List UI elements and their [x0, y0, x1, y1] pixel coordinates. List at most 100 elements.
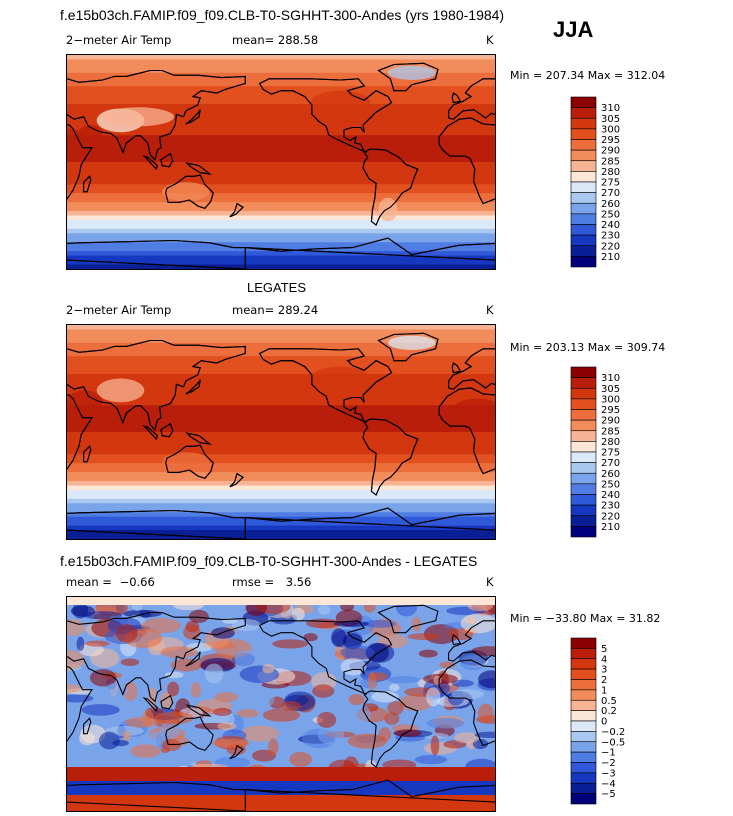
colorbar-swatch: [570, 451, 597, 463]
colorbar-tick-label: 0.5: [601, 696, 617, 707]
coastline: [245, 779, 495, 803]
panel2-minmax: Min = 203.13 Max = 309.74: [510, 341, 665, 354]
colorbar-swatch: [570, 192, 597, 204]
coastline: [160, 152, 174, 168]
colorbar-swatch: [570, 377, 597, 389]
panel2-map: [66, 324, 496, 540]
colorbar-swatch: [570, 430, 597, 442]
coastline: [229, 744, 244, 760]
diff-patch: [331, 628, 347, 648]
field-band: [67, 121, 495, 127]
field-band: [67, 63, 495, 69]
diff-patch: [472, 738, 489, 750]
diff-patch: [98, 731, 120, 750]
field-band: [67, 206, 495, 212]
colorbar-tick-label: 280: [601, 437, 620, 448]
coastline: [142, 696, 159, 713]
field-band: [67, 86, 495, 92]
colorbar-tick-label: 220: [601, 511, 620, 522]
field-band: [67, 202, 495, 208]
diff-band: [67, 597, 495, 605]
colorbar-swatch: [570, 202, 597, 215]
field-band: [67, 184, 495, 190]
diff-patch: [212, 707, 232, 717]
diff-patch: [236, 709, 259, 718]
field-band: [67, 325, 495, 331]
colorbar-swatch: [570, 181, 597, 193]
coastline: [438, 387, 495, 475]
field-band: [67, 356, 495, 362]
colorbar-tick-label: 4: [601, 654, 607, 665]
diff-patch: [115, 624, 138, 643]
field-band: [67, 489, 495, 496]
colorbar-swatch: [570, 648, 597, 660]
colorbar-swatch: [570, 494, 597, 506]
colorbar-swatch: [570, 793, 597, 805]
field-band: [67, 95, 495, 101]
figure-title: f.e15b03ch.FAMIP.f09_f09.CLB-T0-SGHHT-30…: [60, 7, 505, 23]
field-band: [67, 148, 495, 154]
field-band: [67, 382, 495, 389]
diff-patch: [67, 694, 94, 703]
season-label: JJA: [553, 17, 594, 42]
field-band: [67, 135, 495, 141]
field-band: [67, 211, 495, 217]
field-band: [67, 485, 495, 491]
diff-patch: [212, 738, 250, 748]
colorbar-swatch: [570, 96, 597, 108]
diff-patch: [67, 650, 86, 670]
diff-patch: [426, 717, 464, 729]
colorbar-swatch: [570, 741, 597, 753]
colorbar-tick-label: 310: [601, 373, 620, 384]
coastline: [245, 507, 495, 531]
diff-patch: [414, 755, 448, 765]
diff-patch: [120, 658, 140, 666]
field-band: [67, 503, 495, 509]
colorbar-swatch: [570, 128, 597, 140]
colorbar-tick-label: 210: [601, 252, 620, 263]
diff-patch: [393, 729, 422, 737]
field-band: [67, 378, 495, 384]
field-band: [67, 476, 495, 482]
coastline: [185, 704, 212, 717]
diff-patch: [289, 751, 312, 767]
panel1-max-label: Max =: [587, 69, 624, 82]
panel2-max-label: Max =: [587, 341, 624, 354]
colorbar-tick-label: 250: [601, 209, 620, 220]
panel3-min-value: −33.80: [545, 612, 587, 625]
coastline: [185, 379, 201, 395]
colorbar-tick-label: −0.2: [601, 727, 625, 738]
diff-patch: [317, 725, 345, 745]
field-blob: [310, 90, 371, 115]
field-band: [67, 104, 495, 110]
diff-patch: [81, 704, 120, 716]
colorbar-tick-label: 2: [601, 675, 607, 686]
coastline: [229, 202, 244, 218]
field-band: [67, 224, 495, 230]
colorbar-tick-label: 240: [601, 490, 620, 501]
colorbar-swatch: [570, 637, 597, 649]
panel1-mean-value: 288.58: [277, 33, 319, 47]
coastline: [165, 174, 214, 210]
coastline: [245, 237, 495, 261]
field-band: [67, 219, 495, 226]
colorbar-swatch: [570, 149, 597, 162]
colorbar-tick-label: −0.5: [601, 737, 625, 748]
field-band: [67, 494, 495, 500]
colorbar-tick-label: 310: [601, 103, 620, 114]
coastline: [185, 651, 201, 667]
colorbar-swatch: [570, 699, 597, 711]
colorbar-swatch: [570, 117, 597, 130]
coastline: [258, 348, 393, 424]
colorbar-swatch: [570, 419, 597, 432]
coastline: [83, 717, 92, 735]
coastline: [448, 620, 495, 662]
field-band: [67, 351, 495, 357]
coastline: [229, 472, 244, 488]
colorbar-tick-label: 295: [601, 135, 620, 146]
field-band: [67, 414, 495, 420]
panel1-max-value: 312.04: [626, 69, 666, 82]
colorbar-tick-label: 220: [601, 241, 620, 252]
colorbar-tick-label: 290: [601, 416, 620, 427]
